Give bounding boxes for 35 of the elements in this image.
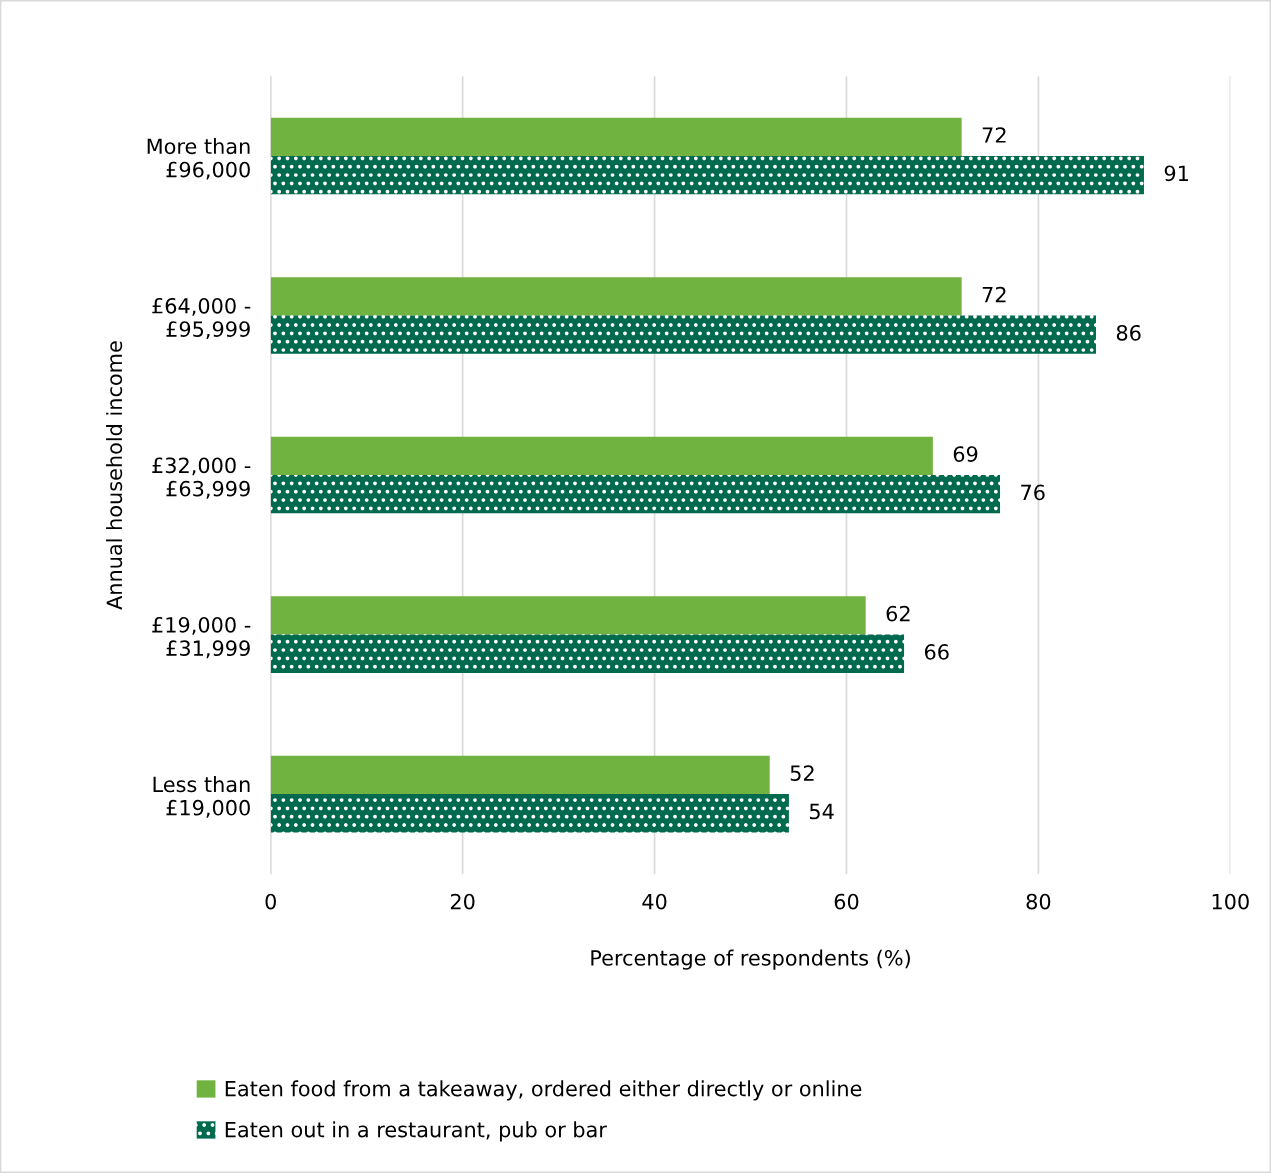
y-axis-title: Annual household income bbox=[106, 341, 123, 610]
y-tick-label: Less than £19,000 bbox=[153, 776, 250, 818]
data-label: 69 bbox=[953, 446, 978, 462]
data-label: 62 bbox=[886, 605, 910, 622]
legend-label: Eaten food from a takeaway, ordered either directly or online bbox=[225, 1080, 862, 1101]
data-label: 72 bbox=[982, 127, 1006, 143]
bar bbox=[270, 596, 866, 635]
bar bbox=[270, 117, 962, 157]
x-tick-label: 20 bbox=[450, 893, 475, 910]
bar bbox=[270, 475, 1001, 514]
legend-label: Eaten out in a restaurant, pub or bar bbox=[225, 1121, 607, 1142]
x-tick-label: 0 bbox=[265, 893, 276, 910]
x-tick-label: 100 bbox=[1212, 893, 1249, 910]
bar bbox=[270, 315, 1096, 354]
x-axis-title: Percentage of respondents (%) bbox=[591, 949, 910, 970]
x-tick-label: 80 bbox=[1026, 893, 1051, 910]
data-label: 76 bbox=[1021, 484, 1045, 501]
y-tick-label: £64,000 - £95,999 bbox=[152, 297, 251, 340]
data-label: 54 bbox=[809, 803, 834, 820]
data-label: 52 bbox=[790, 765, 814, 782]
bar bbox=[270, 755, 770, 795]
y-tick-label: £19,000 - £31,999 bbox=[152, 616, 251, 659]
bar bbox=[270, 277, 962, 316]
bar bbox=[270, 634, 905, 673]
data-label: 91 bbox=[1164, 165, 1188, 182]
data-label: 72 bbox=[982, 286, 1006, 303]
bar bbox=[270, 436, 933, 476]
y-tick-label: More than £96,000 bbox=[147, 138, 250, 180]
x-tick-label: 60 bbox=[834, 893, 859, 910]
x-tick-label: 40 bbox=[642, 893, 667, 910]
data-label: 66 bbox=[924, 644, 949, 660]
bar bbox=[270, 156, 1144, 195]
bar bbox=[270, 794, 789, 833]
data-label: 86 bbox=[1116, 324, 1141, 341]
y-tick-label: £32,000 - £63,999 bbox=[152, 457, 251, 499]
